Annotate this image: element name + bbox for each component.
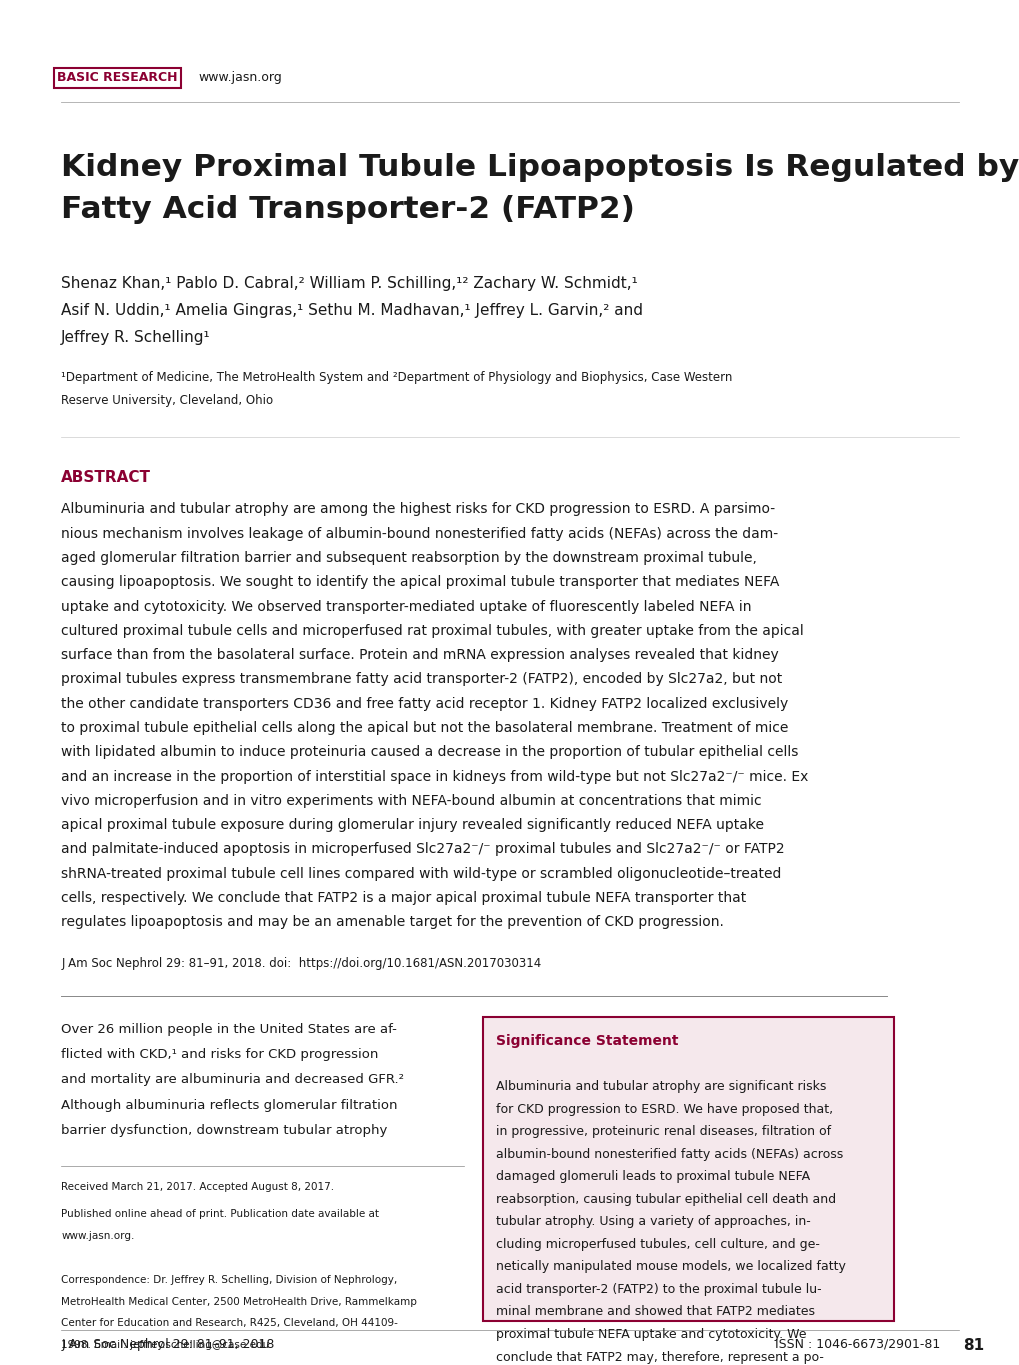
Text: proximal tubules express transmembrane fatty acid transporter-2 (FATP2), encoded: proximal tubules express transmembrane f…: [61, 673, 782, 687]
Text: 1998. Email: jeffrey.schelling@case.edu: 1998. Email: jeffrey.schelling@case.edu: [61, 1340, 269, 1350]
Text: ABSTRACT: ABSTRACT: [61, 470, 151, 485]
Text: Albuminuria and tubular atrophy are significant risks: Albuminuria and tubular atrophy are sign…: [495, 1080, 825, 1093]
Text: uptake and cytotoxicity. We observed transporter-mediated uptake of fluorescentl: uptake and cytotoxicity. We observed tra…: [61, 599, 751, 613]
Text: www.jasn.org: www.jasn.org: [199, 71, 282, 85]
Text: Center for Education and Research, R425, Cleveland, OH 44109-: Center for Education and Research, R425,…: [61, 1319, 397, 1328]
Text: and mortality are albuminuria and decreased GFR.²: and mortality are albuminuria and decrea…: [61, 1073, 404, 1087]
Text: ¹Department of Medicine, The MetroHealth System and ²Department of Physiology an: ¹Department of Medicine, The MetroHealth…: [61, 371, 732, 385]
Text: acid transporter-2 (FATP2) to the proximal tubule lu-: acid transporter-2 (FATP2) to the proxim…: [495, 1283, 820, 1295]
Text: to proximal tubule epithelial cells along the apical but not the basolateral mem: to proximal tubule epithelial cells alon…: [61, 721, 788, 734]
Text: Shenaz Khan,¹ Pablo D. Cabral,² William P. Schilling,¹² Zachary W. Schmidt,¹: Shenaz Khan,¹ Pablo D. Cabral,² William …: [61, 276, 637, 291]
Text: Over 26 million people in the United States are af-: Over 26 million people in the United Sta…: [61, 1022, 396, 1036]
Text: cluding microperfused tubules, cell culture, and ge-: cluding microperfused tubules, cell cult…: [495, 1238, 819, 1250]
Text: Significance Statement: Significance Statement: [495, 1033, 678, 1048]
FancyBboxPatch shape: [483, 1017, 893, 1321]
Text: J Am Soc Nephrol 29: 81–91, 2018. doi:  https://doi.org/10.1681/ASN.2017030314: J Am Soc Nephrol 29: 81–91, 2018. doi: h…: [61, 957, 541, 971]
Text: damaged glomeruli leads to proximal tubule NEFA: damaged glomeruli leads to proximal tubu…: [495, 1170, 809, 1183]
Text: Asif N. Uddin,¹ Amelia Gingras,¹ Sethu M. Madhavan,¹ Jeffrey L. Garvin,² and: Asif N. Uddin,¹ Amelia Gingras,¹ Sethu M…: [61, 303, 643, 318]
Text: for CKD progression to ESRD. We have proposed that,: for CKD progression to ESRD. We have pro…: [495, 1103, 833, 1115]
Text: Fatty Acid Transporter-2 (FATP2): Fatty Acid Transporter-2 (FATP2): [61, 195, 635, 224]
Text: nious mechanism involves leakage of albumin-bound nonesterified fatty acids (NEF: nious mechanism involves leakage of albu…: [61, 527, 777, 541]
Text: regulates lipoapoptosis and may be an amenable target for the prevention of CKD : regulates lipoapoptosis and may be an am…: [61, 916, 723, 930]
Text: reabsorption, causing tubular epithelial cell death and: reabsorption, causing tubular epithelial…: [495, 1193, 835, 1205]
Text: cultured proximal tubule cells and microperfused rat proximal tubules, with grea: cultured proximal tubule cells and micro…: [61, 624, 803, 637]
Text: conclude that FATP2 may, therefore, represent a po-: conclude that FATP2 may, therefore, repr…: [495, 1350, 822, 1364]
Text: netically manipulated mouse models, we localized fatty: netically manipulated mouse models, we l…: [495, 1260, 845, 1274]
Text: tubular atrophy. Using a variety of approaches, in-: tubular atrophy. Using a variety of appr…: [495, 1215, 810, 1228]
Text: aged glomerular filtration barrier and subsequent reabsorption by the downstream: aged glomerular filtration barrier and s…: [61, 551, 756, 565]
Text: and palmitate-induced apoptosis in microperfused Slc27a2⁻/⁻ proximal tubules and: and palmitate-induced apoptosis in micro…: [61, 842, 784, 856]
Text: apical proximal tubule exposure during glomerular injury revealed significantly : apical proximal tubule exposure during g…: [61, 818, 763, 833]
Text: ISSN : 1046-6673/2901-81: ISSN : 1046-6673/2901-81: [774, 1338, 940, 1351]
Text: Published online ahead of print. Publication date available at: Published online ahead of print. Publica…: [61, 1209, 379, 1219]
Text: Reserve University, Cleveland, Ohio: Reserve University, Cleveland, Ohio: [61, 394, 273, 408]
Text: barrier dysfunction, downstream tubular atrophy: barrier dysfunction, downstream tubular …: [61, 1123, 387, 1137]
Text: proximal tubule NEFA uptake and cytotoxicity. We: proximal tubule NEFA uptake and cytotoxi…: [495, 1328, 805, 1340]
Text: shRNA-treated proximal tubule cell lines compared with wild-type or scrambled ol: shRNA-treated proximal tubule cell lines…: [61, 867, 781, 880]
Text: MetroHealth Medical Center, 2500 MetroHealth Drive, Rammelkamp: MetroHealth Medical Center, 2500 MetroHe…: [61, 1297, 417, 1306]
Text: causing lipoapoptosis. We sought to identify the apical proximal tubule transpor: causing lipoapoptosis. We sought to iden…: [61, 575, 779, 590]
Text: Correspondence: Dr. Jeffrey R. Schelling, Division of Nephrology,: Correspondence: Dr. Jeffrey R. Schelling…: [61, 1275, 397, 1284]
Text: BASIC RESEARCH: BASIC RESEARCH: [57, 71, 177, 85]
Text: with lipidated albumin to induce proteinuria caused a decrease in the proportion: with lipidated albumin to induce protein…: [61, 745, 798, 759]
Text: surface than from the basolateral surface. Protein and mRNA expression analyses : surface than from the basolateral surfac…: [61, 648, 779, 662]
Text: Albuminuria and tubular atrophy are among the highest risks for CKD progression : Albuminuria and tubular atrophy are amon…: [61, 502, 774, 516]
Text: Received March 21, 2017. Accepted August 8, 2017.: Received March 21, 2017. Accepted August…: [61, 1182, 334, 1192]
Text: J Am Soc Nephrol 29: 81–91, 2018: J Am Soc Nephrol 29: 81–91, 2018: [61, 1338, 274, 1351]
Text: Jeffrey R. Schelling¹: Jeffrey R. Schelling¹: [61, 330, 211, 345]
Text: flicted with CKD,¹ and risks for CKD progression: flicted with CKD,¹ and risks for CKD pro…: [61, 1048, 378, 1061]
Text: albumin-bound nonesterified fatty acids (NEFAs) across: albumin-bound nonesterified fatty acids …: [495, 1148, 842, 1160]
Text: in progressive, proteinuric renal diseases, filtration of: in progressive, proteinuric renal diseas…: [495, 1125, 830, 1138]
Text: minal membrane and showed that FATP2 mediates: minal membrane and showed that FATP2 med…: [495, 1305, 814, 1319]
Text: the other candidate transporters CD36 and free fatty acid receptor 1. Kidney FAT: the other candidate transporters CD36 an…: [61, 696, 788, 711]
Text: Although albuminuria reflects glomerular filtration: Although albuminuria reflects glomerular…: [61, 1099, 397, 1111]
Text: 81: 81: [962, 1338, 983, 1353]
Text: www.jasn.org.: www.jasn.org.: [61, 1231, 135, 1241]
Text: Kidney Proximal Tubule Lipoapoptosis Is Regulated by: Kidney Proximal Tubule Lipoapoptosis Is …: [61, 153, 1018, 182]
Text: vivo microperfusion and in vitro experiments with NEFA-bound albumin at concentr: vivo microperfusion and in vitro experim…: [61, 794, 761, 808]
Text: and an increase in the proportion of interstitial space in kidneys from wild-typ: and an increase in the proportion of int…: [61, 770, 808, 784]
Text: cells, respectively. We conclude that FATP2 is a major apical proximal tubule NE: cells, respectively. We conclude that FA…: [61, 891, 746, 905]
